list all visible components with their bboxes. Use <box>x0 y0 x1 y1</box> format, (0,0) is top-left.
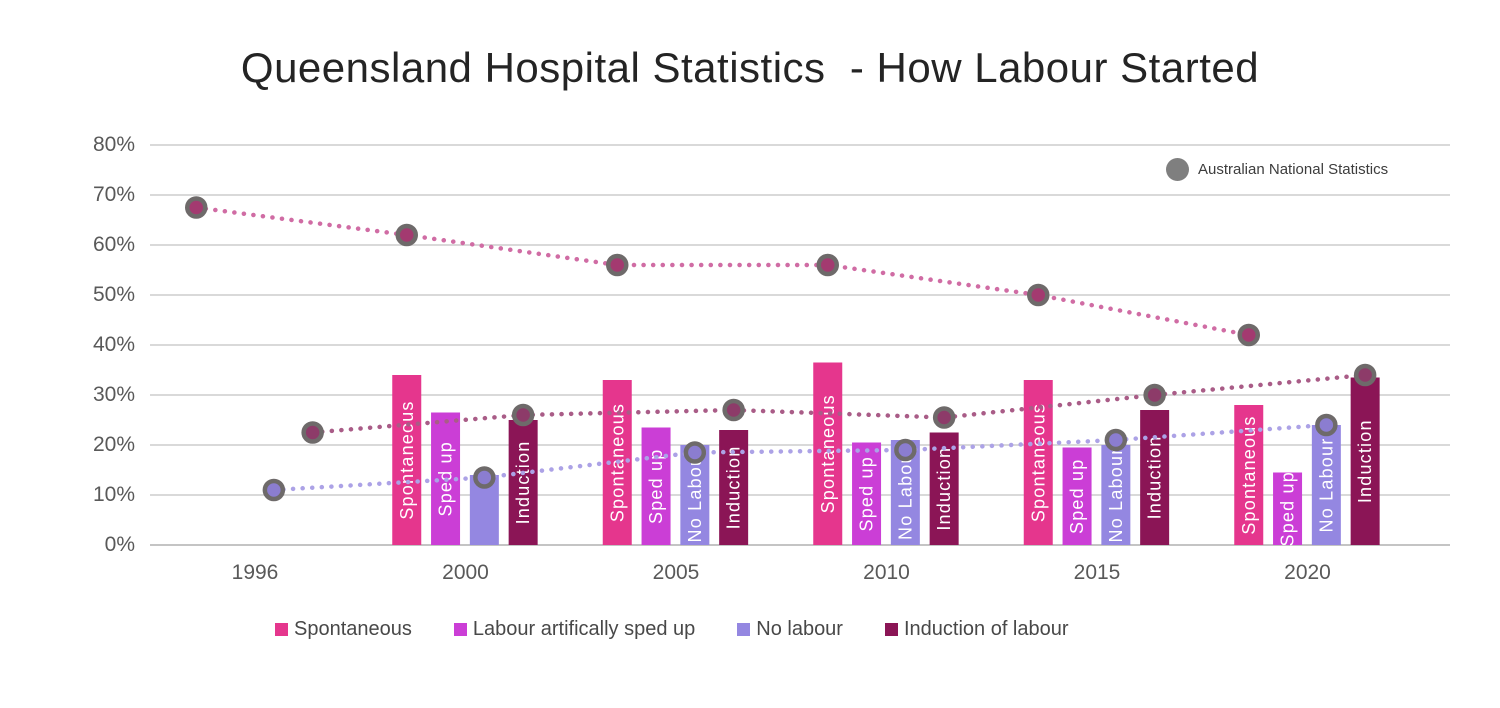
bar-no-labour-2020 <box>1311 425 1341 545</box>
marker-spontaneous-national-2015 <box>1027 283 1050 307</box>
line-no-labour-national <box>271 422 1329 493</box>
marker-induction-national-2005 <box>722 398 745 422</box>
x-axis-label-1996: 1996 <box>231 561 279 584</box>
marker-no-labour-national-2000 <box>473 466 496 489</box>
bar-label-spontaneous-2000: Spontaneous <box>397 400 417 519</box>
bar-label-no-labour-2015: No Labour <box>1106 448 1126 543</box>
legend-swatch-induction-icon <box>884 623 898 636</box>
bar-labour-artifically-sped-up-2010 <box>852 442 882 545</box>
marker-no-labour-national-2015 <box>1104 428 1128 452</box>
y-tick-label-10: 10% <box>92 483 135 506</box>
line-spontaneous-national <box>194 205 1251 338</box>
bar-label-labour-artifically-sped-up-2005: Sped up <box>646 449 666 524</box>
bar-induction-of-labour-2015 <box>1140 410 1170 545</box>
bar-label-no-labour-2020: No Labour <box>1316 438 1336 533</box>
bar-label-labour-artifically-sped-up-2010: Sped up <box>857 456 877 531</box>
bar-label-labour-artifically-sped-up-2020: Sped up <box>1278 471 1298 546</box>
y-tick-label-60: 60% <box>92 233 135 256</box>
gridlines <box>150 144 1450 546</box>
y-tick-label-30: 30% <box>92 383 135 406</box>
legend-item-spontaneous: Spontaneous <box>275 618 412 641</box>
bar-label-spontaneous-2010: Spontaneous <box>818 394 838 513</box>
y-tick-label-40: 40% <box>92 333 135 356</box>
marker-spontaneous-national-2000 <box>395 223 418 247</box>
legend-label-no-labour: No labour <box>756 618 843 640</box>
x-axis-label-2020: 2020 <box>1284 561 1331 584</box>
bars: Spontaneous Spontaneous Spontaneous Spontan… <box>392 362 1380 546</box>
legend-item-induction: Induction of labour <box>884 618 1069 641</box>
marker-induction-national-2000 <box>511 403 535 427</box>
bar-label-induction-of-labour-2015: Induction <box>1145 436 1165 520</box>
legend-item-sped-up: Labour artifically sped up <box>453 618 696 641</box>
legend-swatch-sped-up-icon <box>453 623 467 636</box>
marker-induction-national-1996 <box>301 421 324 444</box>
y-tick-label-80: 80% <box>92 133 135 156</box>
bar-induction-of-labour-2005 <box>719 430 749 545</box>
marker-spontaneous-national-1996 <box>185 196 208 219</box>
marker-induction-national-2015 <box>1143 383 1166 407</box>
marker-spontaneous-national-2010 <box>816 253 839 277</box>
line-induction-national <box>310 372 1368 435</box>
national-legend: Australian National Statistics <box>1166 158 1388 181</box>
y-tick-label-0: 0% <box>104 533 135 556</box>
bar-label-no-labour-2010: No Labour <box>895 445 915 540</box>
y-tick-label-70: 70% <box>92 183 135 206</box>
legend-swatch-spontaneous-icon <box>275 623 288 636</box>
bar-label-spontaneous-2020: Spontaneous <box>1239 415 1259 534</box>
bar-label-induction-of-labour-2010: Induction <box>934 447 954 531</box>
bar-induction-of-labour-2000 <box>508 420 538 545</box>
marker-no-labour-national-2010 <box>894 438 917 462</box>
y-tick-label-20: 20% <box>92 433 135 456</box>
bar-label-labour-artifically-sped-up-2015: Sped up <box>1067 459 1087 534</box>
bar-labour-artifically-sped-up-2015 <box>1062 447 1092 545</box>
legend-label-sped-up: Labour artifically sped up <box>472 618 696 640</box>
marker-no-labour-national-2020 <box>1315 413 1338 437</box>
bar-label-spontaneous-2015: Spontaneous <box>1028 403 1048 522</box>
bar-no-labour-2015 <box>1101 445 1131 545</box>
national-legend-marker-icon <box>1166 158 1189 181</box>
bar-label-no-labour-2005: No Labour <box>685 448 705 543</box>
bar-labour-artifically-sped-up-2005 <box>641 427 671 545</box>
x-axis-label-2000: 2000 <box>442 561 489 584</box>
x-axis-label-2010: 2010 <box>863 561 910 584</box>
bar-spontaneous-2010 <box>813 362 843 545</box>
bar-spontaneous-2000 <box>392 375 422 545</box>
national-lines <box>194 205 1368 493</box>
x-axis-label-2015: 2015 <box>1073 561 1121 584</box>
marker-spontaneous-national-2005 <box>606 253 629 277</box>
bar-induction-of-labour-2010 <box>929 432 959 545</box>
x-axis-label-2005: 2005 <box>652 561 700 584</box>
marker-no-labour-national-1996 <box>262 478 286 502</box>
legend-item-no-labour: No labour <box>737 618 843 641</box>
legend-label-spontaneous: Spontaneous <box>294 618 412 640</box>
bar-induction-of-labour-2020 <box>1350 377 1380 545</box>
y-tick-label-50: 50% <box>92 283 135 306</box>
chart-title: Queensland Hospital Statistics - How Lab… <box>240 44 1260 91</box>
marker-induction-national-2020 <box>1353 363 1377 387</box>
national-legend-label: Australian National Statistics <box>1198 161 1389 178</box>
bar-label-induction-of-labour-2000: Induction <box>513 441 533 525</box>
marker-induction-national-2010 <box>932 406 956 429</box>
legend-label-induction: Induction of labour <box>903 618 1069 640</box>
marker-spontaneous-national-2020 <box>1237 323 1260 347</box>
bar-labour-artifically-sped-up-2020 <box>1273 472 1303 545</box>
national-markers <box>185 196 1377 502</box>
bar-spontaneous-2015 <box>1023 380 1053 545</box>
legend-swatch-no-labour-icon <box>737 623 751 636</box>
marker-no-labour-national-2005 <box>683 441 707 464</box>
chart-legend: Spontaneous Labour artifically sped up N… <box>275 618 1069 641</box>
bar-label-induction-of-labour-2020: Induction <box>1355 419 1375 503</box>
bar-label-induction-of-labour-2005: Induction <box>724 446 744 530</box>
